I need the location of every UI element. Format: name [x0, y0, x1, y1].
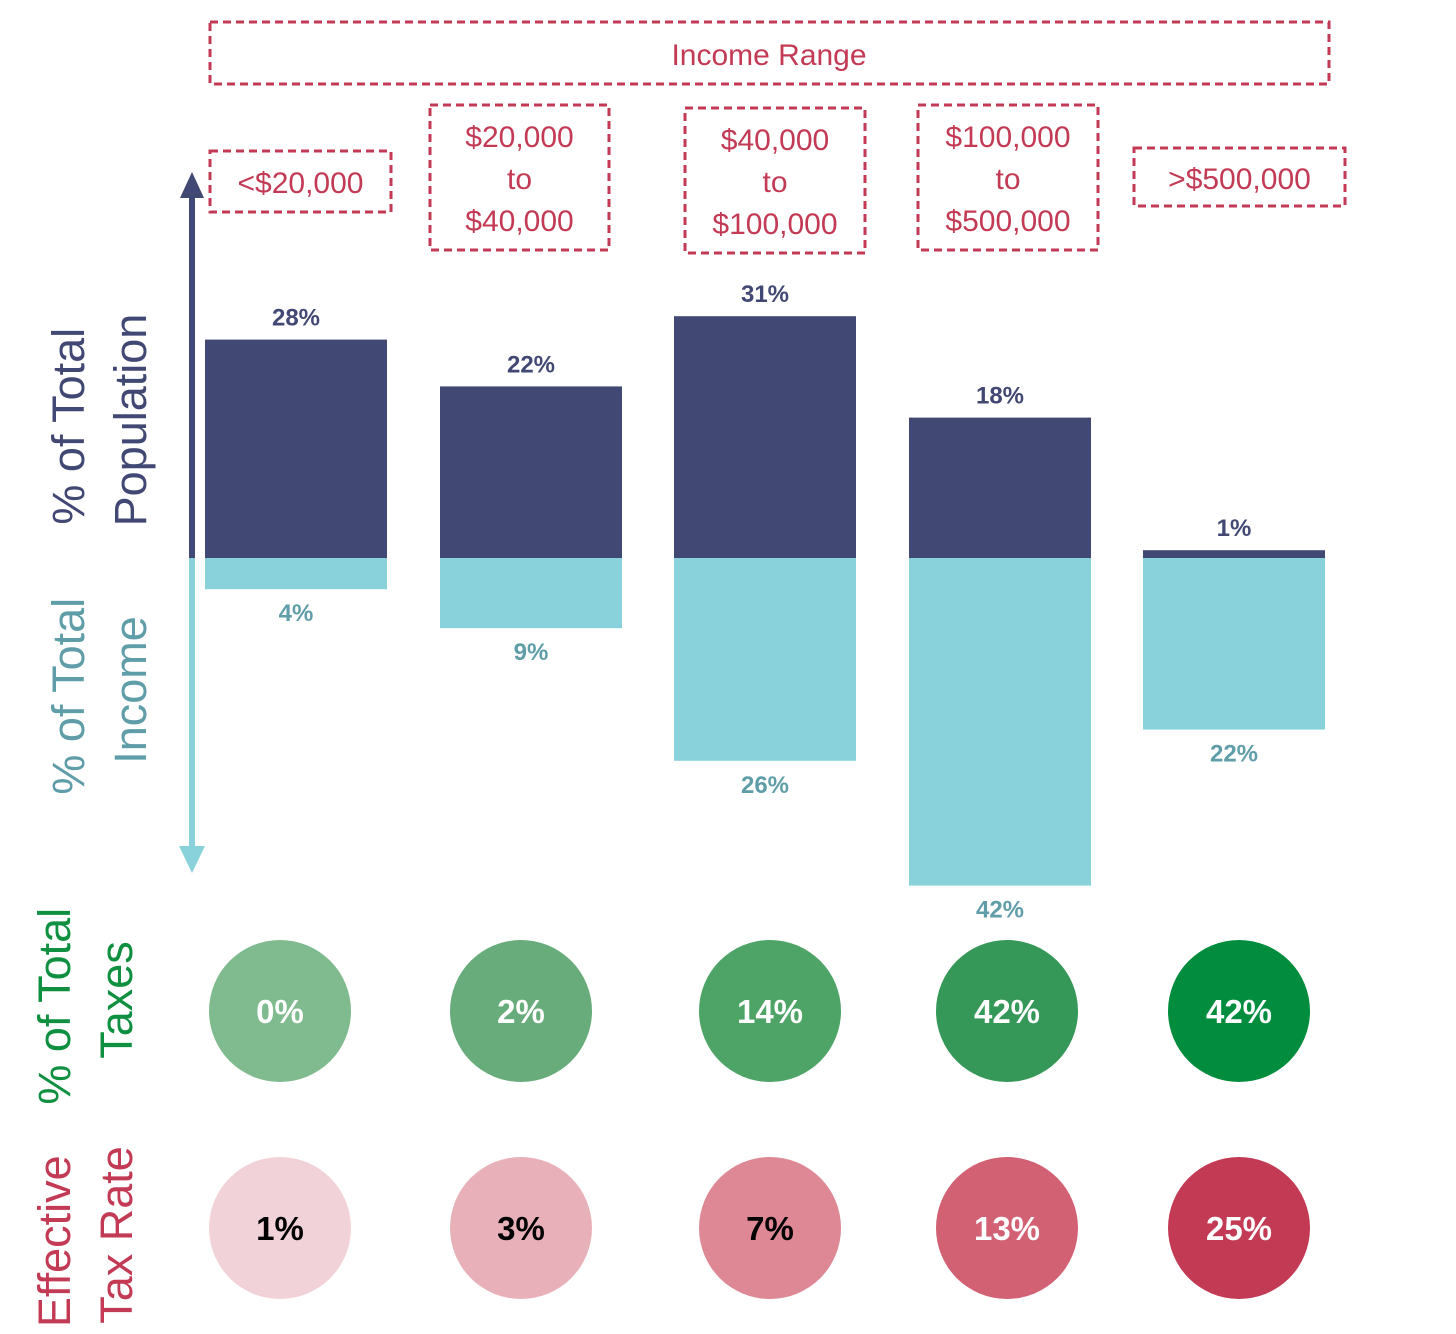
taxes-row-label-line1: % of Total: [29, 908, 80, 1105]
income-range-label-2-line-2: to: [507, 163, 532, 196]
income-bar-label-1: 4%: [279, 600, 314, 627]
income-range-box-4: [916, 103, 1100, 252]
income-range-box-5: [1132, 146, 1347, 208]
income-arrow-head-icon: [179, 846, 205, 873]
income-range-label-3-line-2: to: [762, 166, 787, 199]
income-range-label-4-line-2: to: [995, 163, 1020, 196]
tax-rate-circle-1: [209, 1157, 351, 1299]
taxes-circle-4: [936, 940, 1078, 1082]
income-range-box-1: [208, 149, 393, 214]
population-arrow-head-icon: [180, 172, 204, 198]
taxes-row-label: % of Total Taxes: [29, 895, 142, 1104]
population-bar-1: [205, 339, 387, 558]
taxes-circle-1: [209, 940, 351, 1082]
income-range-header: Income Range: [208, 20, 1331, 86]
income-range-label-4-line-3: $500,000: [945, 205, 1070, 238]
taxes-circle-3: [699, 940, 841, 1082]
population-bar-3: [674, 316, 856, 558]
population-bar-label-4: 18%: [976, 383, 1024, 410]
population-bar-label-5: 1%: [1217, 515, 1252, 542]
taxes-circle-label-1: 0%: [256, 993, 304, 1030]
tax-rate-circle-label-4: 13%: [974, 1210, 1040, 1247]
tax-rate-row-label-line1: Effective: [29, 1155, 80, 1327]
bars: 28% 4% 22% 9% 31% 26% 18% 42% 1% 22%: [205, 281, 1325, 924]
population-axis-label: % of Total Population: [43, 314, 156, 527]
taxes-circle-label-3: 14%: [737, 993, 803, 1030]
income-range-label-5-line-1: >$500,000: [1168, 163, 1311, 196]
income-axis-label: % of Total Income: [43, 585, 156, 794]
taxes-row-label-line2: Taxes: [91, 941, 142, 1059]
income-axis-label-line2: Income: [105, 616, 156, 764]
population-axis-label-line2: Population: [105, 314, 156, 527]
income-bar-label-2: 9%: [514, 639, 549, 666]
population-bar-label-1: 28%: [272, 305, 320, 332]
income-range-label-2-line-3: $40,000: [465, 205, 573, 238]
population-bar-4: [909, 417, 1091, 558]
population-bar-5: [1143, 550, 1325, 558]
income-range-label-4-line-1: $100,000: [945, 121, 1070, 154]
tax-rate-circle-5: [1168, 1157, 1310, 1299]
taxes-circle-5: [1168, 940, 1310, 1082]
tax-rate-circle-label-2: 3%: [497, 1210, 545, 1247]
income-range-label-3-line-3: $100,000: [712, 208, 837, 241]
income-range-box-2: [428, 103, 611, 252]
tax-rate-circle-3: [699, 1157, 841, 1299]
income-range-label-3-line-1: $40,000: [721, 124, 829, 157]
income-range-boxes: <$20,000 $20,000 to $40,000 $40,000 to $100,00…: [208, 103, 1347, 255]
tax-rate-row-label-line2: Tax Rate: [91, 1146, 142, 1324]
income-axis-label-line1: % of Total: [43, 598, 94, 795]
population-axis-label-line1: % of Total: [43, 328, 94, 525]
income-range-label-2-line-1: $20,000: [465, 121, 573, 154]
population-bar-2: [440, 386, 622, 558]
income-bar-1: [205, 558, 387, 590]
income-bar-label-3: 26%: [741, 772, 789, 799]
tax-rate-circle-label-1: 1%: [256, 1210, 304, 1247]
income-bar-label-4: 42%: [976, 897, 1024, 924]
income-range-label-1-line-1: <$20,000: [238, 167, 364, 200]
tax-rate-row-label: Effective Tax Rate: [29, 1143, 142, 1327]
taxes-circle-label-4: 42%: [974, 993, 1040, 1030]
population-bar-label-3: 31%: [741, 281, 789, 308]
income-bar-2: [440, 558, 622, 629]
income-range-box-3: [683, 106, 867, 255]
chart-title: Income Range: [671, 39, 866, 72]
taxes-circle-label-2: 2%: [497, 993, 545, 1030]
tax-rate-circle-label-5: 25%: [1206, 1210, 1272, 1247]
row-labels: % of Total Population % of Total Income …: [29, 314, 156, 1327]
tax-rate-circle-label-3: 7%: [746, 1210, 794, 1247]
tax-rate-circle-4: [936, 1157, 1078, 1299]
tax-rate-circle-2: [450, 1157, 592, 1299]
income-range-box: [208, 20, 1331, 86]
income-bar-3: [674, 558, 856, 761]
circle-rows: 0% 2% 14% 42% 42% 1% 3% 7% 13% 25%: [209, 940, 1310, 1299]
taxes-circle-label-5: 42%: [1206, 993, 1272, 1030]
population-bar-label-2: 22%: [507, 351, 555, 378]
taxes-circle-2: [450, 940, 592, 1082]
axis-arrows: [179, 172, 205, 873]
income-bar-5: [1143, 558, 1325, 730]
income-bar-label-5: 22%: [1210, 741, 1258, 768]
income-bar-4: [909, 558, 1091, 886]
